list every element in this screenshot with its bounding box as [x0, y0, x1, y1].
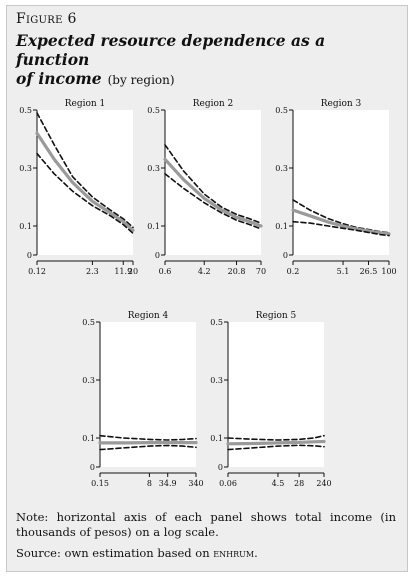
series-line-lower-ci	[292, 220, 390, 237]
y-tick-label: 0	[27, 251, 32, 260]
y-tick-label: 0.5	[275, 106, 288, 115]
plot-area	[37, 110, 133, 255]
panel-title: Region 3	[321, 99, 362, 109]
panel-5: Region 5 0 0.1 0.3 0.5 0.06 4.5 28 240	[210, 311, 331, 488]
source-prefix: Source: own estimation based on	[16, 546, 214, 560]
y-tick-label: 0.3	[82, 376, 95, 385]
panel-title: Region 2	[193, 99, 234, 109]
series-line-estimate	[291, 208, 391, 236]
y-tick-label: 0	[155, 251, 160, 260]
panel-2: Region 2 0 0.1 0.3 0.5 0.6 4.2 20.8 70	[147, 99, 266, 276]
series-line-estimate	[35, 131, 135, 232]
x-tick-label: 26.5	[360, 267, 378, 276]
series-line-upper-ci	[36, 112, 134, 229]
x-tick-label: 0.6	[159, 267, 172, 276]
y-tick-label: 0.3	[275, 164, 288, 173]
x-tick-label: 4.2	[198, 267, 211, 276]
source-suffix: .	[254, 546, 258, 560]
y-tick-label: 0.3	[210, 376, 223, 385]
y-tick-label: 0.3	[147, 164, 160, 173]
y-tick-label: 0.1	[19, 222, 32, 231]
series-line-upper-ci	[99, 434, 197, 441]
x-tick-label: 8	[147, 479, 152, 488]
x-tick-label: 28	[294, 479, 304, 488]
series-line-upper-ci	[227, 434, 325, 441]
x-tick-label: 240	[316, 479, 331, 488]
figure-source: Source: own estimation based on enhrum.	[16, 546, 396, 561]
y-tick-label: 0.5	[210, 318, 223, 327]
panel-title: Region 1	[65, 99, 106, 109]
y-tick-label: 0	[283, 251, 288, 260]
series-line-upper-ci	[164, 144, 262, 224]
series-line-lower-ci	[99, 444, 197, 451]
y-tick-label: 0	[90, 463, 95, 472]
series-line-estimate	[226, 439, 326, 446]
figure-frame	[6, 5, 408, 572]
figure-title-line2: of income	[16, 69, 102, 88]
y-tick-label: 0.3	[19, 164, 32, 173]
x-tick-label: 100	[381, 267, 396, 276]
plot-area	[165, 110, 261, 255]
x-tick-label: 4.5	[272, 479, 285, 488]
x-tick-label: 20	[128, 267, 138, 276]
series-line-lower-ci	[164, 173, 262, 230]
figure-label: Figure 6	[16, 11, 77, 27]
x-tick-label: 11.9	[114, 267, 132, 276]
x-tick-label: 0.15	[91, 479, 109, 488]
figure-title: Expected resource dependence as a functi…	[16, 31, 396, 90]
panel-title: Region 4	[128, 311, 169, 321]
y-tick-label: 0.5	[19, 106, 32, 115]
y-tick-label: 0.5	[82, 318, 95, 327]
x-tick-label: 34.9	[159, 479, 177, 488]
y-tick-label: 0	[218, 463, 223, 472]
figure-note: Note: horizontal axis of each panel show…	[16, 510, 396, 539]
y-tick-label: 0.1	[147, 222, 160, 231]
x-tick-label: 340	[188, 479, 203, 488]
panel-title: Region 5	[256, 311, 297, 321]
x-tick-label: 0.06	[219, 479, 237, 488]
series-line-lower-ci	[227, 444, 325, 451]
figure-title-line1: Expected resource dependence as a functi…	[16, 31, 326, 69]
series-line-lower-ci	[36, 152, 134, 235]
x-tick-label: 0.2	[287, 267, 300, 276]
x-tick-label: 20.8	[228, 267, 246, 276]
y-tick-label: 0.1	[275, 222, 288, 231]
panel-4: Region 4 0 0.1 0.3 0.5 0.15 8 34.9 340	[82, 311, 203, 488]
y-tick-label: 0.5	[147, 106, 160, 115]
x-tick-label: 5.1	[337, 267, 350, 276]
x-tick-label: 0.12	[28, 267, 46, 276]
source-name: enhrum	[213, 546, 255, 560]
x-tick-label: 70	[256, 267, 266, 276]
series-line-estimate	[163, 157, 263, 228]
y-tick-label: 0.1	[82, 434, 95, 443]
panel-1: Region 1 0 0.1 0.3 0.5 0.12 2.3 11.920	[19, 99, 138, 276]
x-tick-label: 2.3	[86, 267, 99, 276]
y-tick-label: 0.1	[210, 434, 223, 443]
panel-3: Region 3 0 0.1 0.3 0.5 0.2 5.1 26.5 100	[275, 99, 396, 276]
figure-title-subtitle: (by region)	[107, 73, 175, 87]
